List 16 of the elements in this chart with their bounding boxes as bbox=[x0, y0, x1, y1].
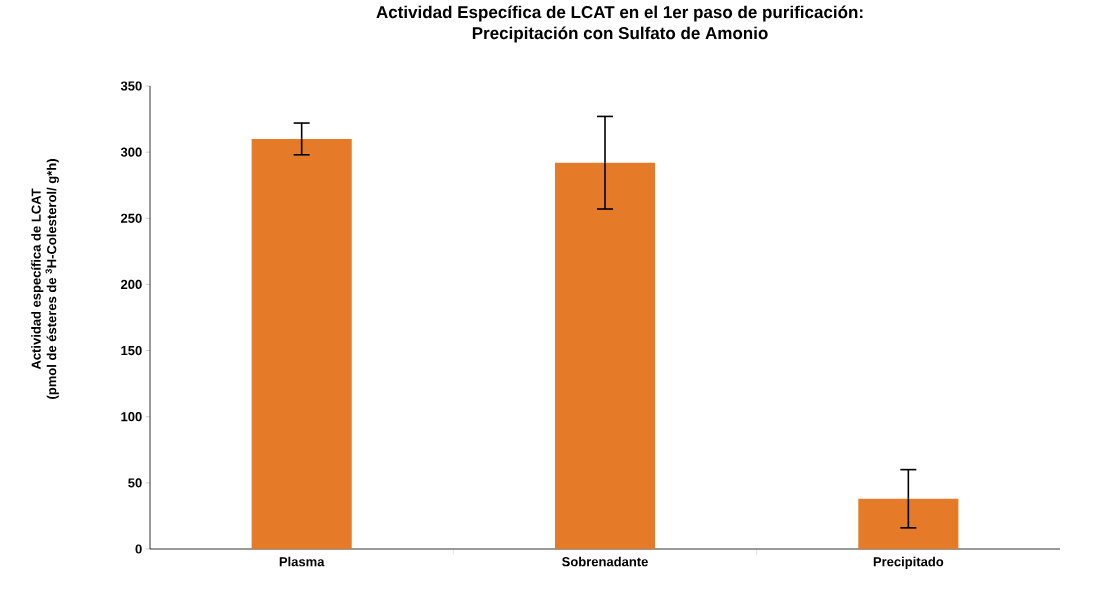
chart-title: Actividad Específica de LCAT en el 1er paso de purificación: bbox=[376, 5, 863, 22]
y-tick-label: 200 bbox=[120, 279, 142, 290]
chart-subtitle: Precipitación con Sulfato de Amonio bbox=[472, 26, 768, 43]
y-tick-label: 350 bbox=[120, 81, 142, 91]
y-tick-label: 0 bbox=[135, 544, 142, 554]
x-tick-label: Precipitado bbox=[873, 556, 944, 569]
y-tick-label: 50 bbox=[128, 478, 142, 488]
bar bbox=[858, 498, 959, 549]
y-tick-label: 150 bbox=[121, 345, 142, 356]
x-tick-label: Plasma bbox=[279, 556, 325, 567]
y-tick-label: 300 bbox=[120, 147, 142, 157]
bar bbox=[554, 162, 656, 549]
y-tick-label: 250 bbox=[120, 213, 142, 223]
x-tick-label: Sobrenadante bbox=[562, 556, 648, 567]
y-tick-label: 100 bbox=[121, 412, 142, 422]
bar bbox=[251, 138, 352, 549]
